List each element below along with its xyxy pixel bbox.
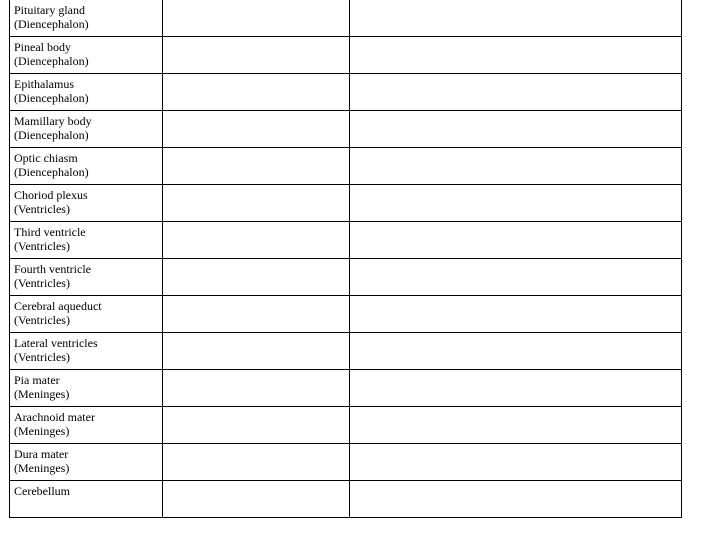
blank-cell-2 (350, 370, 682, 407)
blank-cell-2 (350, 333, 682, 370)
blank-cell-2 (350, 407, 682, 444)
label-line2: (Ventricles) (14, 203, 158, 217)
blank-cell-2 (350, 148, 682, 185)
table-row: Pia mater (Meninges) (10, 370, 682, 407)
blank-cell-1 (163, 444, 350, 481)
label-cell: Mamillary body (Diencephalon) (10, 111, 163, 148)
label-cell: Choriod plexus (Ventricles) (10, 185, 163, 222)
label-cell: Pineal body (Diencephalon) (10, 37, 163, 74)
label-line1: Third ventricle (14, 226, 158, 240)
label-cell: Pituitary gland (Diencephalon) (10, 0, 163, 37)
table-row: Pituitary gland (Diencephalon) (10, 0, 682, 37)
blank-cell-2 (350, 111, 682, 148)
table-body: Pituitary gland (Diencephalon) Pineal bo… (10, 0, 682, 518)
label-line1: Pia mater (14, 374, 158, 388)
blank-cell-1 (163, 185, 350, 222)
blank-cell-1 (163, 296, 350, 333)
label-cell: Dura mater (Meninges) (10, 444, 163, 481)
blank-cell-2 (350, 444, 682, 481)
label-line2: (Meninges) (14, 462, 158, 476)
label-cell: Arachnoid mater (Meninges) (10, 407, 163, 444)
label-line2: (Ventricles) (14, 351, 158, 365)
blank-cell-2 (350, 37, 682, 74)
label-line1: Mamillary body (14, 115, 158, 129)
label-line1: Cerebral aqueduct (14, 300, 158, 314)
table-row: Optic chiasm (Diencephalon) (10, 148, 682, 185)
label-line2: (Diencephalon) (14, 18, 158, 32)
label-cell: Epithalamus (Diencephalon) (10, 74, 163, 111)
table-row: Pineal body (Diencephalon) (10, 37, 682, 74)
label-line1: Choriod plexus (14, 189, 158, 203)
label-line1: Pituitary gland (14, 4, 158, 18)
label-line2: (Meninges) (14, 388, 158, 402)
label-line2: (Meninges) (14, 425, 158, 439)
table-row: Epithalamus (Diencephalon) (10, 74, 682, 111)
blank-cell-2 (350, 296, 682, 333)
table-row: Choriod plexus (Ventricles) (10, 185, 682, 222)
blank-cell-2 (350, 185, 682, 222)
label-line2: (Diencephalon) (14, 166, 158, 180)
blank-cell-1 (163, 481, 350, 518)
blank-cell-1 (163, 407, 350, 444)
label-cell: Lateral ventricles (Ventricles) (10, 333, 163, 370)
label-line1: Arachnoid mater (14, 411, 158, 425)
blank-cell-1 (163, 333, 350, 370)
blank-cell-1 (163, 37, 350, 74)
label-line2: (Ventricles) (14, 314, 158, 328)
blank-cell-1 (163, 74, 350, 111)
label-cell: Fourth ventricle (Ventricles) (10, 259, 163, 296)
table-row: Fourth ventricle (Ventricles) (10, 259, 682, 296)
table-row: Cerebral aqueduct (Ventricles) (10, 296, 682, 333)
blank-cell-1 (163, 148, 350, 185)
label-cell: Third ventricle (Ventricles) (10, 222, 163, 259)
label-line1: Lateral ventricles (14, 337, 158, 351)
label-cell: Cerebellum (10, 481, 163, 518)
label-cell: Optic chiasm (Diencephalon) (10, 148, 163, 185)
blank-cell-2 (350, 0, 682, 37)
table-row: Mamillary body (Diencephalon) (10, 111, 682, 148)
label-line1: Optic chiasm (14, 152, 158, 166)
label-line1: Epithalamus (14, 78, 158, 92)
label-line1: Dura mater (14, 448, 158, 462)
table-row: Dura mater (Meninges) (10, 444, 682, 481)
table-row: Lateral ventricles (Ventricles) (10, 333, 682, 370)
blank-cell-2 (350, 74, 682, 111)
blank-cell-1 (163, 259, 350, 296)
blank-cell-2 (350, 222, 682, 259)
label-cell: Pia mater (Meninges) (10, 370, 163, 407)
blank-cell-1 (163, 370, 350, 407)
label-line2: (Diencephalon) (14, 92, 158, 106)
label-line2: (Ventricles) (14, 240, 158, 254)
label-line1: Cerebellum (14, 485, 158, 499)
blank-cell-1 (163, 111, 350, 148)
table-row: Third ventricle (Ventricles) (10, 222, 682, 259)
blank-cell-2 (350, 481, 682, 518)
anatomy-table: Pituitary gland (Diencephalon) Pineal bo… (9, 0, 682, 518)
blank-cell-1 (163, 222, 350, 259)
label-line2: (Diencephalon) (14, 129, 158, 143)
label-line2: (Diencephalon) (14, 55, 158, 69)
table-row: Cerebellum (10, 481, 682, 518)
label-line1: Pineal body (14, 41, 158, 55)
label-cell: Cerebral aqueduct (Ventricles) (10, 296, 163, 333)
blank-cell-2 (350, 259, 682, 296)
blank-cell-1 (163, 0, 350, 37)
table-row: Arachnoid mater (Meninges) (10, 407, 682, 444)
label-line1: Fourth ventricle (14, 263, 158, 277)
label-line2: (Ventricles) (14, 277, 158, 291)
